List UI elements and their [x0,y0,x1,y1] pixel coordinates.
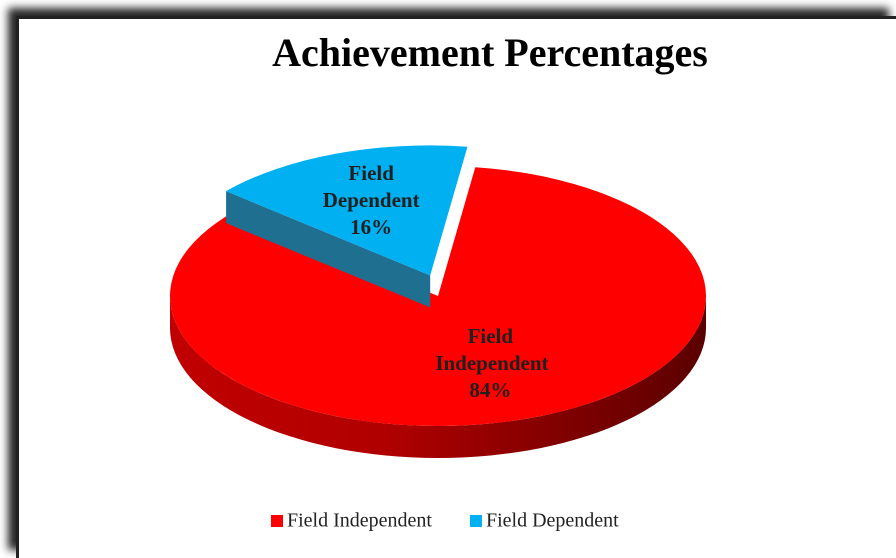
pie-slice [170,167,706,427]
data-label: Field Dependent 16% [296,160,446,241]
pie-side [170,296,706,458]
chart-frame: Achievement Percentages Field Independen… [16,16,896,558]
chart: Achievement Percentages Field Independen… [170,30,708,532]
data-label-value: 84% [469,377,512,402]
legend-swatch [469,515,482,527]
pie-cut-face [226,191,431,308]
data-label-category: Field Dependent [322,161,420,213]
legend-swatch [271,515,283,527]
pie-slice [226,145,468,276]
legend-label: Field Independent [287,510,432,532]
data-label-category: Field Independent [435,323,549,375]
data-label-value: 16% [350,215,393,240]
legend-label: Field Dependent [486,510,619,532]
chart-title: Achievement Percentages [272,30,708,75]
data-label: Field Independent 84% [415,323,565,404]
